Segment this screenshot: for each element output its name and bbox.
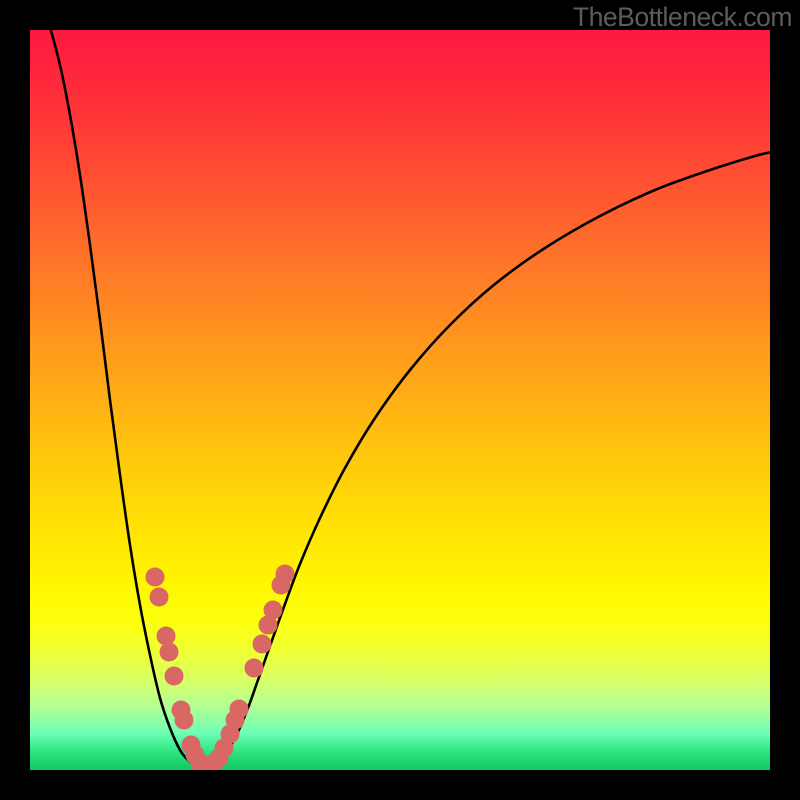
curve-marker	[175, 711, 194, 730]
chart-root: TheBottleneck.com	[0, 0, 800, 800]
watermark-text: TheBottleneck.com	[573, 2, 792, 33]
curve-marker	[230, 700, 249, 719]
curve-marker	[160, 643, 179, 662]
curve-marker	[157, 627, 176, 646]
chart-plot-area	[30, 30, 770, 770]
curve-marker	[253, 635, 272, 654]
curve-marker	[245, 659, 264, 678]
curve-marker	[146, 568, 165, 587]
bottleneck-curve-chart	[0, 0, 800, 800]
curve-marker	[276, 565, 295, 584]
curve-marker	[150, 588, 169, 607]
curve-marker	[165, 667, 184, 686]
curve-marker	[264, 601, 283, 620]
